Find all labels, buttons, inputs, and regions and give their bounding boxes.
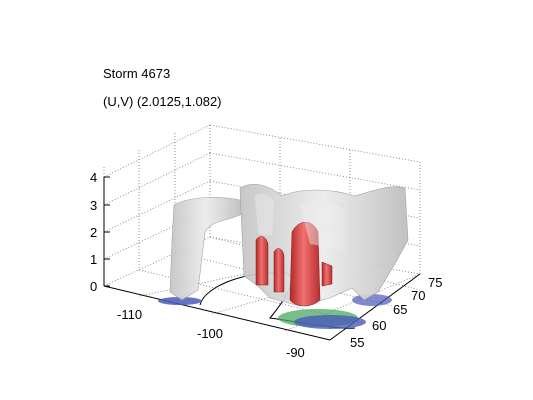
storm-core: [255, 222, 333, 307]
y-tick-label: 75: [428, 275, 442, 290]
z-axis-ticks: 0 1 2 3 4: [90, 170, 97, 294]
x-tick-label: -100: [197, 326, 223, 341]
z-tick-label: 0: [90, 279, 97, 294]
x-tick-label: -90: [286, 345, 305, 360]
z-tick-label: 2: [90, 225, 97, 240]
z-tick-label: 1: [90, 252, 97, 267]
figure-title: Storm 4673: [103, 66, 171, 81]
z-tick-label: 4: [90, 170, 97, 185]
x-tick-label: -110: [117, 307, 142, 322]
y-tick-label: 70: [411, 288, 425, 303]
storm-overlay: [255, 193, 345, 250]
storm-surface: [169, 184, 409, 307]
storm-footprint: [158, 293, 392, 329]
y-tick-label: 55: [350, 335, 364, 350]
x-axis-ticks: -110 -100 -90: [117, 307, 305, 360]
y-tick-label: 65: [393, 302, 407, 317]
y-tick-label: 60: [372, 318, 386, 333]
z-tick-label: 3: [90, 198, 97, 213]
y-axis-ticks: 55 60 65 70 75: [350, 275, 442, 350]
figure-subtitle: (U,V) (2.0125,1.082): [103, 94, 222, 109]
